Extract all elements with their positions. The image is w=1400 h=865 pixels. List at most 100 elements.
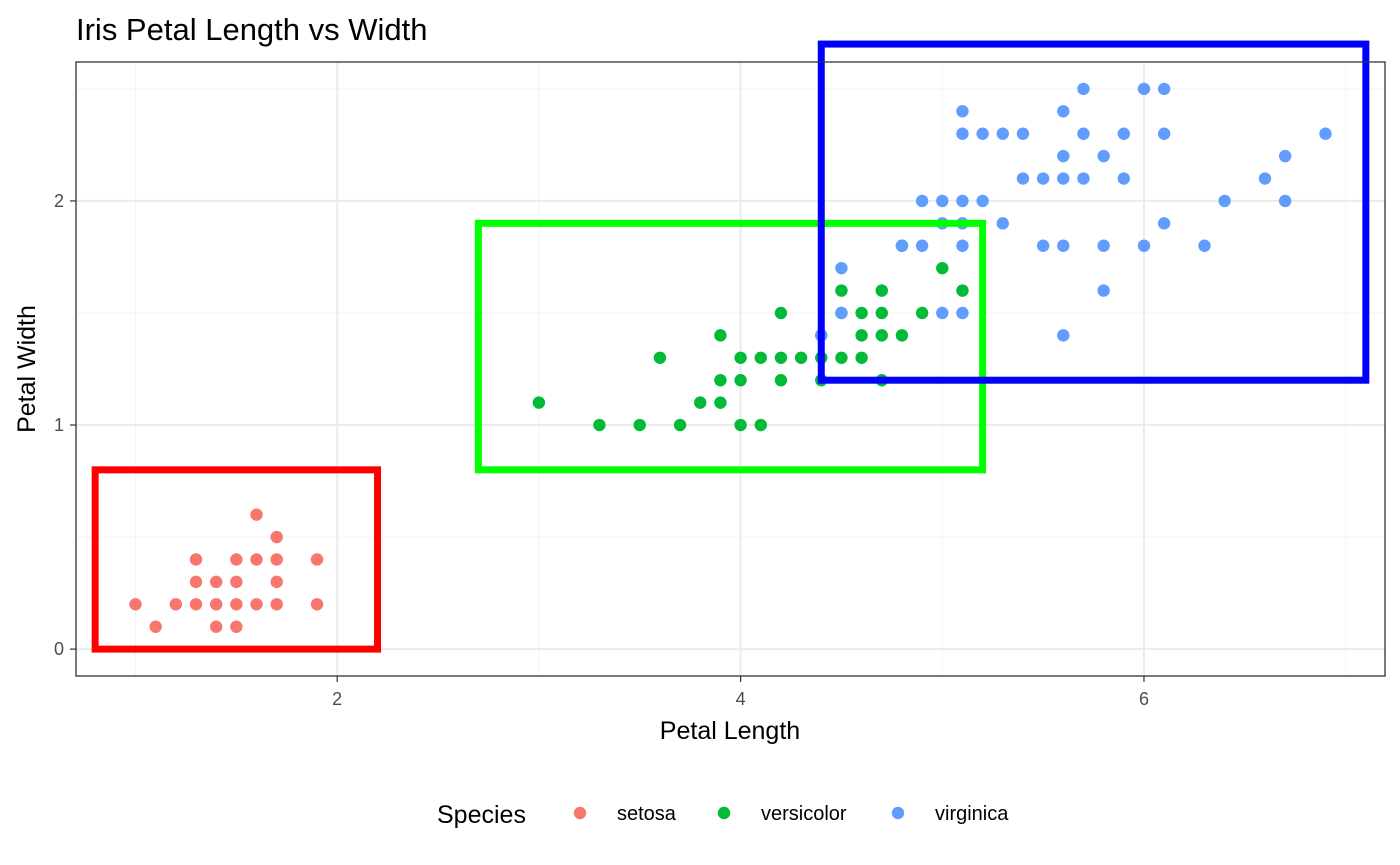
data-point-virginica (1157, 217, 1171, 230)
data-point-versicolor (633, 418, 646, 432)
data-point-virginica (996, 217, 1009, 230)
chart-title: Iris Petal Length vs Width (76, 12, 428, 47)
data-point-versicolor (794, 351, 808, 364)
data-point-virginica (1077, 172, 1090, 185)
data-point-virginica (1319, 127, 1332, 140)
data-point-virginica (1057, 172, 1070, 185)
legend-item-virginica: virginica (891, 803, 1009, 825)
data-point-setosa (189, 553, 203, 566)
data-point-setosa (270, 553, 283, 566)
data-point-virginica (835, 306, 848, 320)
data-point-virginica (1057, 329, 1070, 342)
data-point-virginica (956, 194, 969, 208)
data-point-setosa (189, 575, 203, 589)
data-points (129, 82, 1332, 633)
data-point-setosa (310, 553, 324, 566)
data-point-virginica (996, 127, 1009, 140)
data-point-virginica (1036, 172, 1050, 185)
data-point-versicolor (754, 418, 767, 432)
data-point-virginica (1278, 194, 1292, 208)
data-point-virginica (956, 105, 969, 118)
legend-item-versicolor: versicolor (717, 803, 847, 825)
data-point-setosa (230, 620, 243, 633)
data-point-virginica (915, 239, 929, 252)
data-point-versicolor (714, 374, 727, 387)
data-point-setosa (250, 508, 263, 521)
data-point-virginica (1057, 149, 1070, 163)
data-point-setosa (270, 575, 283, 589)
data-point-versicolor (673, 418, 687, 432)
data-point-setosa (270, 598, 283, 611)
x-tick-label: 2 (332, 689, 342, 709)
y-tick-label: 1 (54, 415, 64, 435)
data-point-versicolor (714, 329, 727, 342)
data-point-versicolor (754, 351, 767, 364)
data-point-setosa (230, 553, 243, 566)
data-point-setosa (169, 598, 183, 611)
data-point-versicolor (532, 396, 546, 409)
legend-label-virginica: virginica (935, 803, 1009, 825)
data-point-virginica (1077, 127, 1090, 140)
data-point-virginica (976, 127, 989, 140)
data-point-virginica (1097, 149, 1110, 163)
data-point-virginica (956, 127, 969, 140)
x-tick-label: 6 (1139, 689, 1149, 709)
data-point-versicolor (956, 284, 969, 297)
data-point-versicolor (875, 329, 888, 342)
legend-item-setosa: setosa (573, 803, 677, 825)
annotation-rect-3 (817, 40, 1370, 384)
data-point-virginica (1258, 172, 1272, 185)
data-point-versicolor (653, 351, 667, 364)
legend-title: Species (437, 801, 526, 829)
data-point-versicolor (593, 418, 606, 432)
data-point-versicolor (936, 261, 949, 275)
data-point-virginica (1278, 149, 1292, 163)
data-point-versicolor (694, 396, 707, 409)
data-point-setosa (209, 620, 223, 633)
annotation-rect-2 (474, 219, 987, 474)
data-point-virginica (936, 306, 949, 320)
data-point-setosa (230, 598, 243, 611)
data-point-setosa (189, 598, 203, 611)
data-point-virginica (1157, 82, 1171, 96)
data-point-virginica (1097, 239, 1110, 252)
data-point-setosa (250, 553, 263, 566)
data-point-setosa (129, 598, 142, 611)
data-point-virginica (1077, 82, 1090, 96)
data-point-virginica (1157, 127, 1171, 140)
data-point-versicolor (835, 351, 848, 364)
series-virginica (815, 82, 1332, 342)
x-axis-title: Petal Length (660, 717, 800, 745)
data-point-virginica (1057, 105, 1070, 118)
data-point-virginica (895, 239, 909, 252)
data-point-setosa (149, 620, 162, 633)
data-point-versicolor (875, 284, 888, 297)
x-tick-label: 4 (736, 689, 746, 709)
legend-key-setosa (573, 806, 587, 820)
data-point-versicolor (875, 306, 888, 320)
data-point-virginica (956, 306, 969, 320)
axes: 2 4 6 0 1 2 (54, 191, 1149, 709)
annotation-rect-1 (91, 466, 382, 653)
data-point-virginica (1016, 172, 1030, 185)
series-versicolor (532, 239, 969, 432)
data-point-virginica (1137, 82, 1151, 96)
legend-label-versicolor: versicolor (761, 803, 847, 825)
data-point-setosa (270, 530, 283, 544)
data-point-versicolor (895, 329, 909, 342)
data-point-virginica (936, 194, 949, 208)
data-point-virginica (1137, 239, 1151, 252)
data-point-virginica (1198, 239, 1211, 252)
data-point-virginica (1117, 172, 1131, 185)
legend: Species setosa versicolor virginica (437, 801, 1009, 829)
data-point-virginica (915, 194, 929, 208)
data-point-virginica (1218, 194, 1231, 208)
y-axis-title: Petal Width (13, 305, 41, 433)
data-point-virginica (835, 261, 848, 275)
panel-border (75, 61, 1386, 677)
data-point-versicolor (714, 396, 727, 409)
data-point-setosa (209, 575, 223, 589)
annotation-rectangles (91, 40, 1370, 653)
data-point-virginica (1117, 127, 1131, 140)
